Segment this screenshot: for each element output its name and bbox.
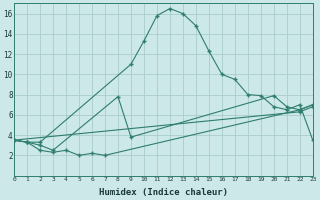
X-axis label: Humidex (Indice chaleur): Humidex (Indice chaleur): [99, 188, 228, 197]
